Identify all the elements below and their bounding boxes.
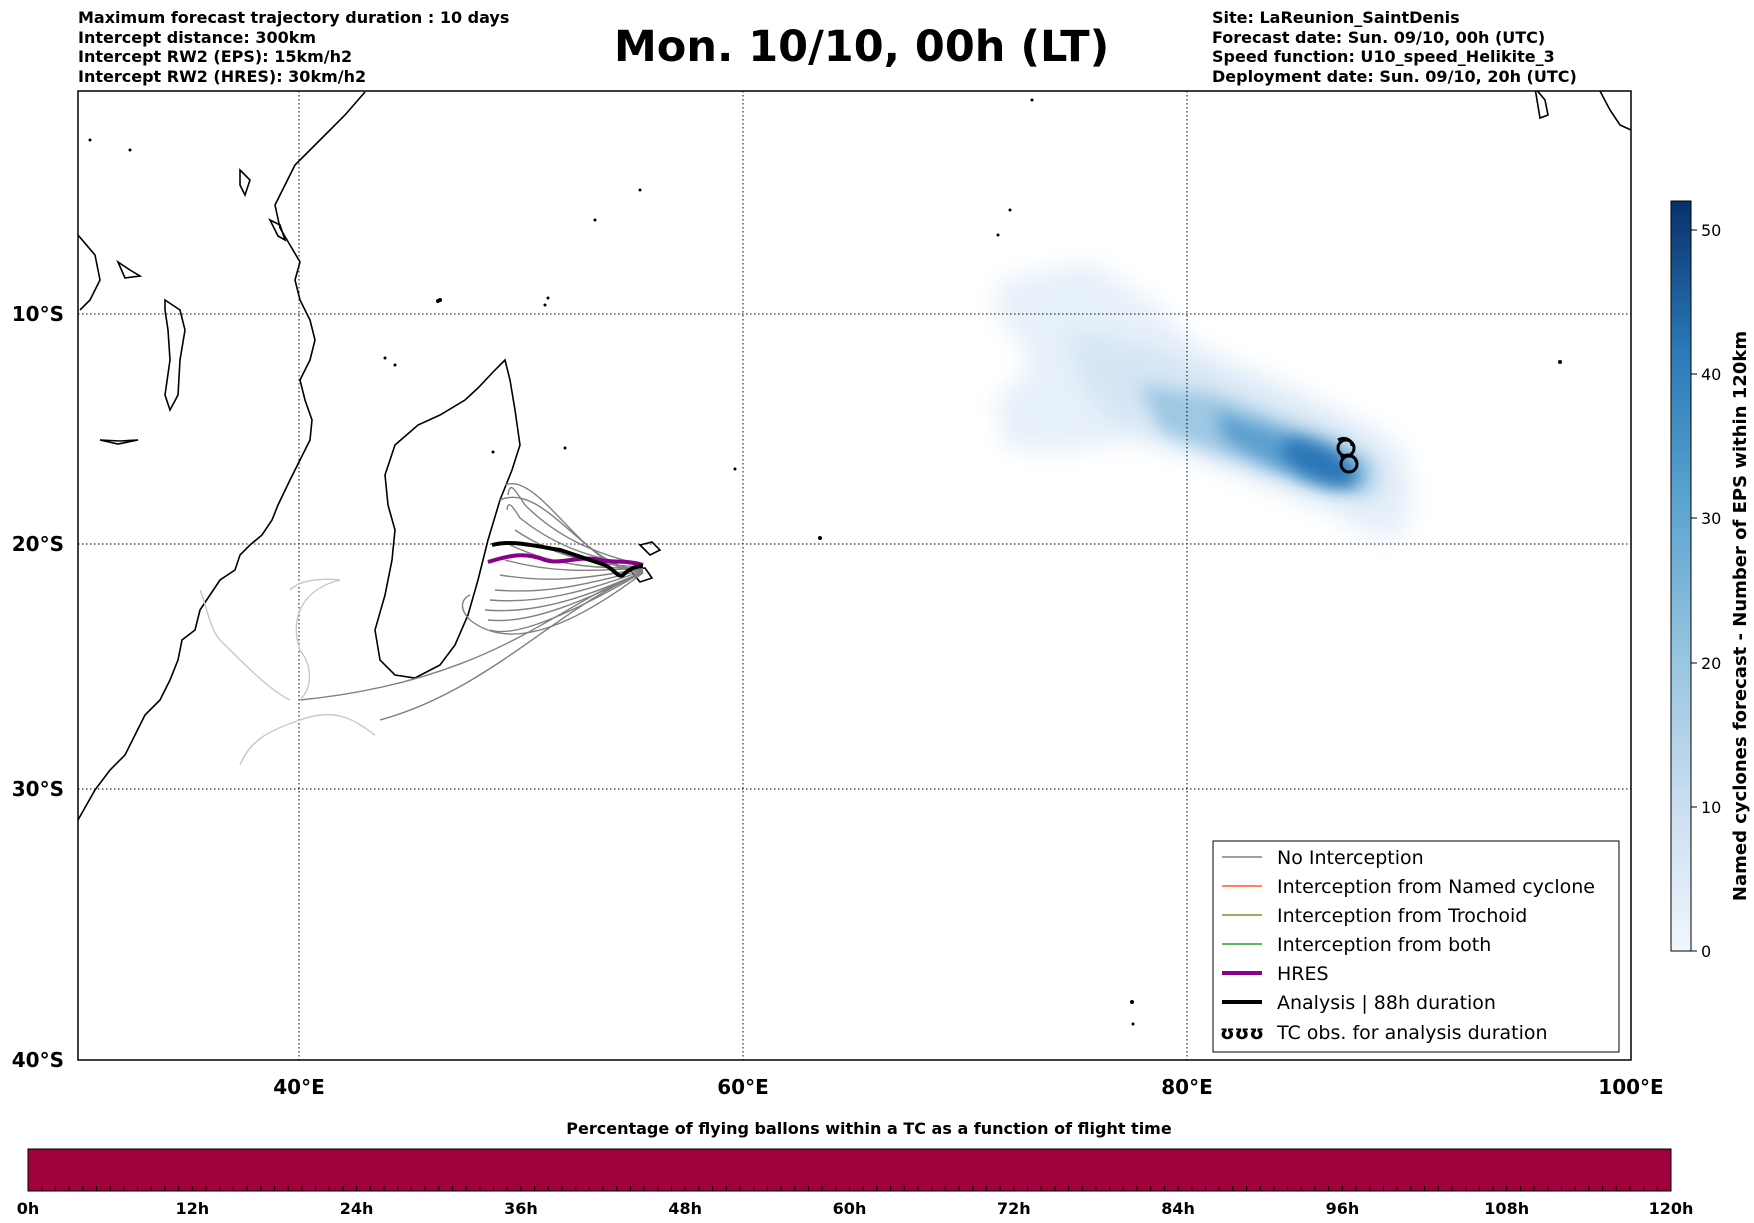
y-tick-40s: 40°S — [12, 1048, 64, 1072]
cyclone-density-field — [995, 262, 1415, 540]
hres-trajectory — [487, 553, 644, 567]
tc-obs-marker — [1336, 436, 1359, 474]
legend-trochoid: Interception from Trochoid — [1277, 905, 1527, 927]
colorbar-label: Named cyclones forecast - Number of EPS … — [1730, 331, 1751, 901]
coastlines — [78, 91, 1631, 821]
flight-tick-96h: 96h — [1326, 1199, 1360, 1218]
intercept-hres-text: Intercept RW2 (HRES): 30km/h2 — [78, 66, 367, 86]
flight-time-bar: Percentage of flying ballons within a TC… — [17, 1119, 1694, 1218]
intercept-eps-text: Intercept RW2 (EPS): 15km/h2 — [78, 47, 353, 66]
forecast-date-text: Forecast date: Sun. 09/10, 00h (UTC) — [1212, 27, 1546, 47]
legend-tc-obs: TC obs. for analysis duration — [1276, 1022, 1548, 1044]
flight-tick-84h: 84h — [1161, 1199, 1195, 1218]
small-islands — [88, 98, 1562, 1026]
flight-tick-48h: 48h — [668, 1199, 702, 1218]
map-legend — [1212, 840, 1620, 1053]
y-tick-30s: 30°S — [12, 777, 64, 801]
x-tick-100e: 100°E — [1598, 1075, 1663, 1099]
flight-tick-60h: 60h — [833, 1199, 867, 1218]
colorbar-tick-30: 30 — [1701, 509, 1721, 528]
deployment-date-text: Deployment date: Sun. 09/10, 20h (UTC) — [1212, 66, 1577, 86]
speed-function-text: Speed function: U10_speed_Helikite_3 — [1212, 47, 1555, 66]
legend-tc-obs-symbol: ʊʊʊ — [1220, 1022, 1264, 1044]
site-text: Site: LaReunion_SaintDenis — [1212, 8, 1460, 27]
intercept-distance-text: Intercept distance: 300km — [78, 27, 317, 47]
max-duration-text: Maximum forecast trajectory duration : 1… — [78, 8, 510, 27]
analysis-trajectory — [491, 540, 644, 578]
y-tick-10s: 10°S — [12, 302, 64, 326]
flight-bar-fill — [27, 1148, 1672, 1192]
legend-named-cyclone: Interception from Named cyclone — [1277, 876, 1595, 898]
flight-tick-36h: 36h — [504, 1199, 538, 1218]
legend-entries: No Interception Interception from Named … — [1220, 847, 1595, 1044]
colorbar-tick-10: 10 — [1701, 798, 1721, 817]
flight-bar-title: Percentage of flying ballons within a TC… — [566, 1119, 1172, 1138]
map-frame — [77, 90, 1632, 1061]
flight-tick-108h: 108h — [1484, 1199, 1529, 1218]
flight-tick-72h: 72h — [997, 1199, 1031, 1218]
colorbar-tick-20: 20 — [1701, 654, 1721, 673]
colorbar-tick-50: 50 — [1701, 221, 1721, 240]
legend-no-interception: No Interception — [1277, 847, 1424, 869]
y-tick-20s: 20°S — [12, 532, 64, 556]
colorbar-tick-0: 0 — [1701, 942, 1711, 961]
flight-tick-0h: 0h — [17, 1199, 40, 1218]
header-right-info: Site: LaReunion_SaintDenis Forecast date… — [1212, 8, 1577, 86]
x-tick-40e: 40°E — [273, 1075, 325, 1099]
map-grid — [78, 91, 1631, 1060]
lighter-trajectories — [199, 578, 376, 766]
legend-analysis: Analysis | 88h duration — [1277, 992, 1496, 1014]
map-title: Mon. 10/10, 00h (LT) — [614, 22, 1110, 72]
map-axis-ticks: 40°E 60°E 80°E 100°E 10°S 20°S 30°S 40°S — [12, 302, 1664, 1099]
density-colorbar: 0 10 20 30 40 50 Named cyclones forecast… — [1670, 200, 1751, 961]
header-left-info: Maximum forecast trajectory duration : 1… — [78, 8, 509, 86]
legend-both: Interception from both — [1277, 934, 1491, 956]
x-tick-60e: 60°E — [717, 1075, 769, 1099]
colorbar-tick-40: 40 — [1701, 365, 1721, 384]
legend-hres: HRES — [1277, 963, 1329, 985]
flight-tick-120h: 120h — [1649, 1199, 1694, 1218]
x-tick-80e: 80°E — [1161, 1075, 1213, 1099]
flight-tick-12h: 12h — [175, 1199, 209, 1218]
flight-tick-24h: 24h — [340, 1199, 374, 1218]
